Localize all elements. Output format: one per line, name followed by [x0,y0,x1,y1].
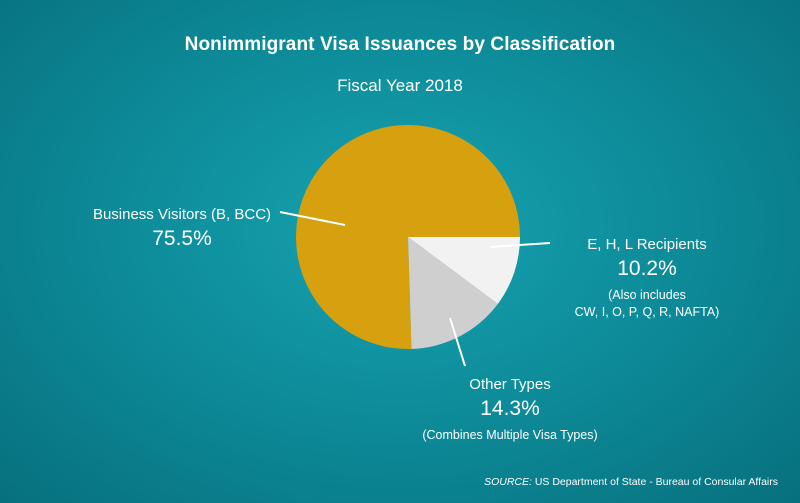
label-business-percent: 75.5% [152,227,212,250]
label-other-percent: 14.3% [480,397,540,420]
label-ehl-note-1: (Also includes [608,288,686,302]
label-ehl-name: E, H, L Recipients [587,236,707,253]
label-other-types: Other Types 14.3% (Combines Multiple Vis… [380,376,640,444]
leader-line-ehl [489,242,551,248]
chart-title: Nonimmigrant Visa Issuances by Classific… [184,34,616,55]
label-other-name: Other Types [469,376,551,393]
leader-line-business [279,211,346,226]
slice-other-types [408,237,498,349]
source-text: US Department of State - Bureau of Consu… [531,476,778,488]
leader-line-other [449,317,466,367]
label-other-note: (Combines Multiple Visa Types) [422,428,598,442]
label-ehl-recipients: E, H, L Recipients 10.2% (Also includes … [552,236,742,321]
source-key: SOURCE: [484,476,532,488]
slice-ehl-recipients [408,237,520,304]
label-business-visitors: Business Visitors (B, BCC) 75.5% [88,206,276,251]
label-business-name: Business Visitors (B, BCC) [92,206,272,223]
label-ehl-note-2: CW, I, O, P, Q, R, NAFTA) [574,305,720,319]
source-footnote: SOURCE: US Department of State - Bureau … [484,476,778,488]
slice-business-visitors [296,124,520,349]
chart-subtitle: Fiscal Year 2018 [337,76,463,95]
label-ehl-percent: 10.2% [617,257,677,280]
